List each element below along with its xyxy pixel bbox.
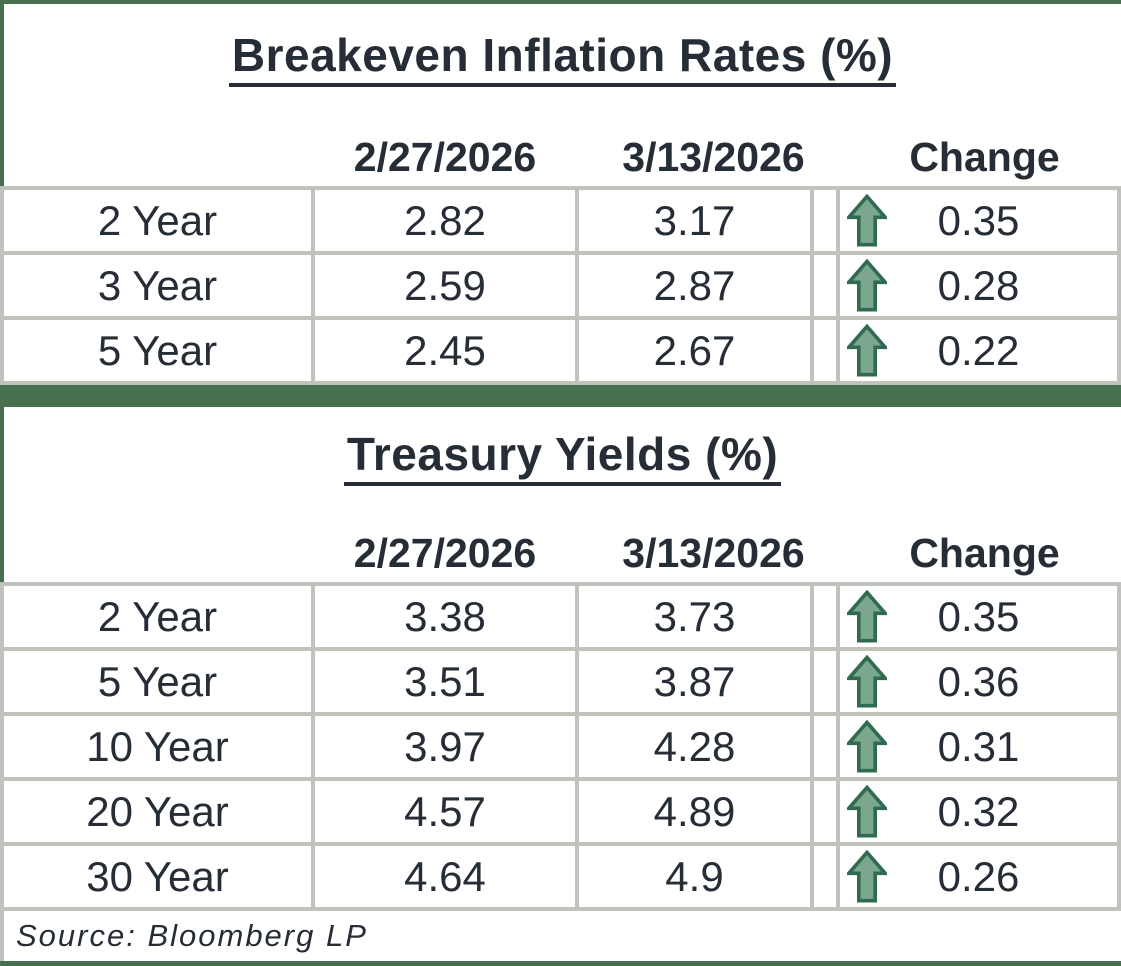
- value-cell: 4.9: [579, 846, 814, 907]
- value-cell: 4.64: [315, 846, 579, 907]
- up-arrow-icon: [847, 193, 887, 246]
- row-label: 5 Year: [4, 651, 315, 716]
- row-label: 5 Year: [4, 320, 315, 381]
- up-arrow-icon: [847, 654, 887, 707]
- spacer-cell: [814, 190, 840, 255]
- value-cell: 3.51: [315, 651, 579, 716]
- spacer-cell: [814, 586, 840, 651]
- column-header-date-1: 2/27/2026: [353, 529, 537, 576]
- value-cell: 3.38: [315, 586, 579, 651]
- up-arrow-icon: [847, 784, 887, 837]
- change-cell: 0.35: [840, 190, 1117, 255]
- column-header-date-2: 3/13/2026: [622, 133, 805, 180]
- change-value: 0.26: [937, 852, 1020, 900]
- treasury-table-title: Treasury Yields (%): [343, 429, 782, 486]
- row-label: 10 Year: [4, 716, 315, 781]
- row-label: 30 Year: [4, 846, 315, 907]
- value-cell: 4.89: [579, 781, 814, 846]
- change-cell: 0.26: [840, 846, 1117, 907]
- change-value: 0.32: [937, 787, 1020, 835]
- spacer-cell: [814, 255, 840, 320]
- breakeven-table: 2 Year 2.82 3.17 0.35 3 Year 2.59 2.87 0…: [0, 186, 1121, 385]
- change-cell: 0.28: [840, 255, 1117, 320]
- column-header-change: Change: [909, 529, 1060, 576]
- spacer-cell: [814, 320, 840, 381]
- column-header-blank: [4, 531, 311, 576]
- breakeven-table-title: Breakeven Inflation Rates (%): [228, 30, 897, 87]
- value-cell: 2.87: [579, 255, 814, 320]
- value-cell: 3.17: [579, 190, 814, 255]
- change-value: 0.35: [937, 592, 1020, 640]
- row-label: 3 Year: [4, 255, 315, 320]
- change-value: 0.36: [937, 657, 1020, 705]
- change-cell: 0.35: [840, 586, 1117, 651]
- value-cell: 4.28: [579, 716, 814, 781]
- value-cell: 4.57: [315, 781, 579, 846]
- treasury-title-wrap: Treasury Yields (%): [4, 429, 1121, 486]
- value-cell: 2.67: [579, 320, 814, 381]
- change-cell: 0.36: [840, 651, 1117, 716]
- row-label: 20 Year: [4, 781, 315, 846]
- breakeven-column-headers: 2/27/2026 3/13/2026 Change: [4, 133, 1121, 186]
- change-value: 0.22: [937, 326, 1020, 374]
- spacer-cell: [814, 846, 840, 907]
- column-header-date-2: 3/13/2026: [622, 529, 805, 576]
- spacer-cell: [814, 716, 840, 781]
- value-cell: 3.87: [579, 651, 814, 716]
- value-cell: 2.45: [315, 320, 579, 381]
- treasury-column-headers: 2/27/2026 3/13/2026 Change: [4, 529, 1121, 582]
- row-label: 2 Year: [4, 190, 315, 255]
- change-cell: 0.31: [840, 716, 1117, 781]
- column-header-blank: [4, 135, 311, 180]
- breakeven-title-wrap: Breakeven Inflation Rates (%): [4, 30, 1121, 87]
- change-cell: 0.32: [840, 781, 1117, 846]
- breakeven-header-block: Breakeven Inflation Rates (%) 2/27/2026 …: [0, 4, 1121, 186]
- value-cell: 2.59: [315, 255, 579, 320]
- spacer-cell: [814, 781, 840, 846]
- up-arrow-icon: [847, 323, 887, 376]
- treasury-table: 2 Year 3.38 3.73 0.35 5 Year 3.51 3.87 0…: [0, 582, 1121, 911]
- column-header-date-1: 2/27/2026: [353, 133, 537, 180]
- treasury-header-block: Treasury Yields (%) 2/27/2026 3/13/2026 …: [0, 407, 1121, 582]
- change-value: 0.31: [937, 722, 1020, 770]
- value-cell: 3.73: [579, 586, 814, 651]
- source-text: Source: Bloomberg LP: [16, 918, 368, 953]
- change-cell: 0.22: [840, 320, 1117, 381]
- change-value: 0.28: [937, 261, 1020, 309]
- up-arrow-icon: [847, 589, 887, 642]
- up-arrow-icon: [847, 849, 887, 902]
- source-row: Source: Bloomberg LP: [0, 911, 1121, 961]
- spacer-cell: [814, 651, 840, 716]
- column-header-change: Change: [909, 133, 1060, 180]
- up-arrow-icon: [847, 258, 887, 311]
- green-divider: [0, 385, 1121, 407]
- value-cell: 2.82: [315, 190, 579, 255]
- value-cell: 3.97: [315, 716, 579, 781]
- change-value: 0.35: [937, 196, 1020, 244]
- row-label: 2 Year: [4, 586, 315, 651]
- up-arrow-icon: [847, 719, 887, 772]
